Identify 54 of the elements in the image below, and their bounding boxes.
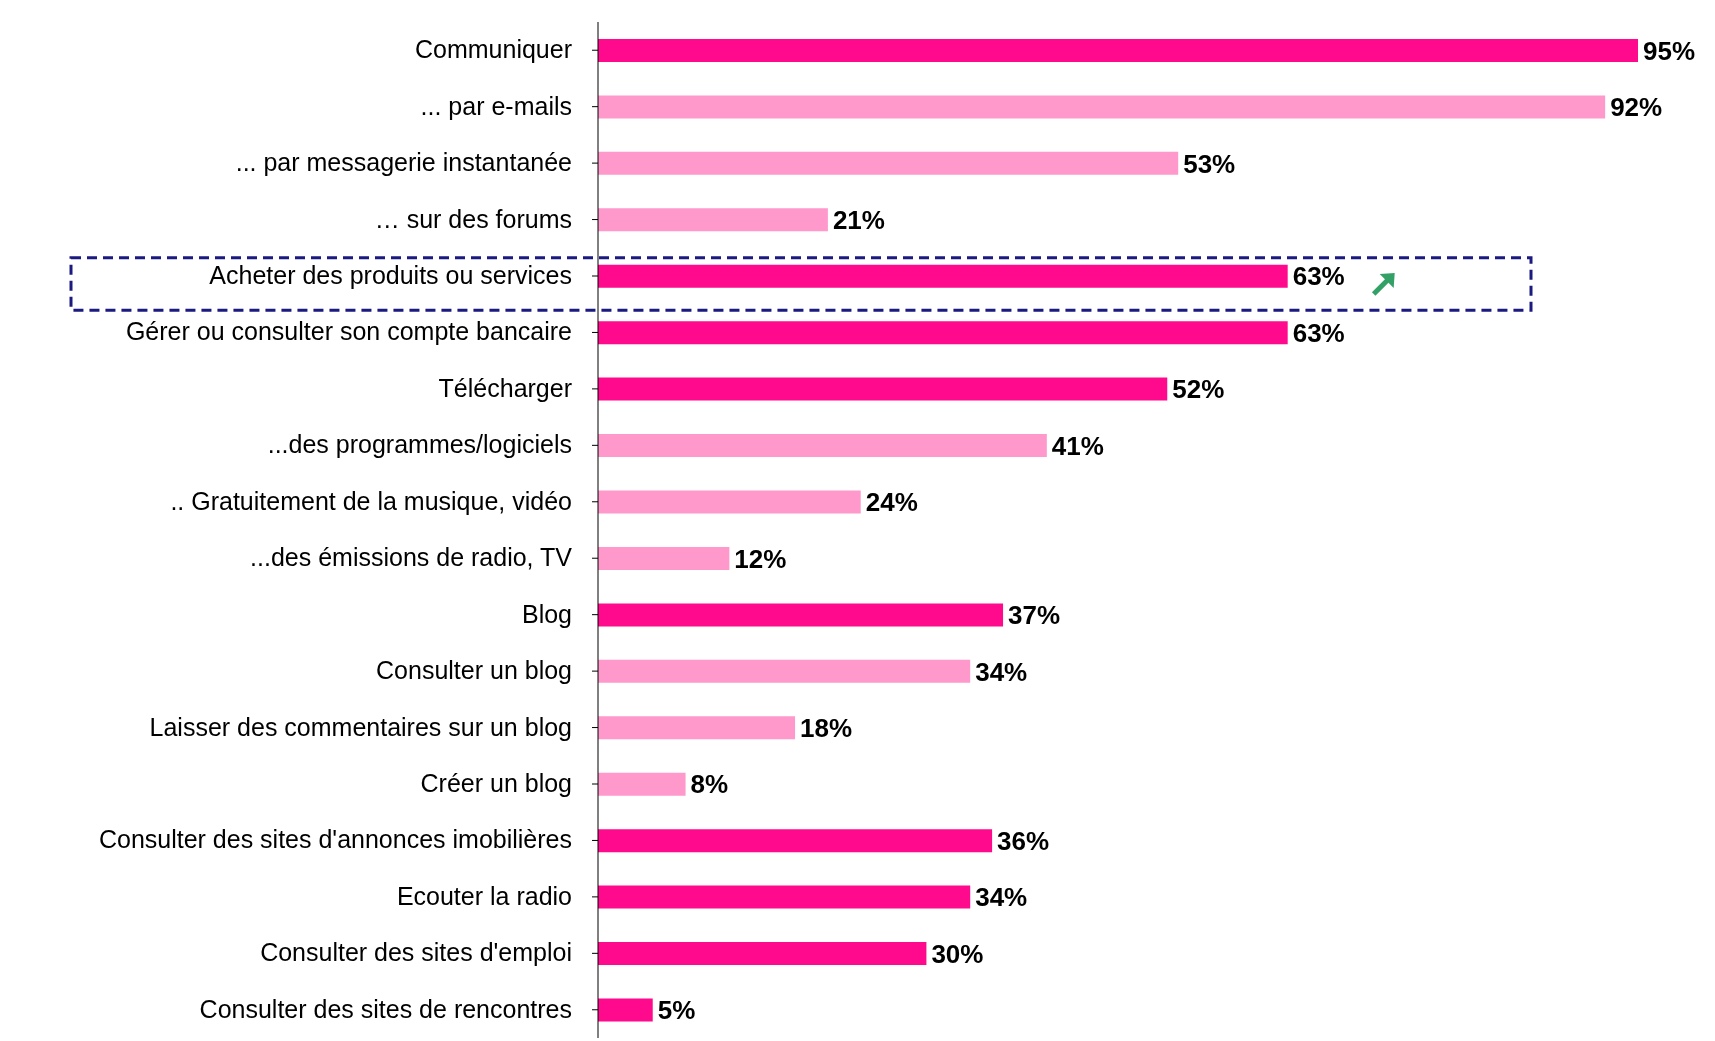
y-tick-label: Acheter des produits ou services [209,261,572,289]
y-tick-label: Blog [521,599,572,628]
bar [598,95,1606,119]
y-tick-label: .. Gratuitement de la musique, vidéo [170,486,572,515]
data-label: 92% [1610,92,1663,123]
bar [598,716,796,740]
bar [598,998,653,1022]
data-label: 41% [1051,430,1104,461]
data-label: 34% [975,656,1028,687]
y-tick-label: Communiquer [414,35,572,64]
y-tick-label: Télécharger [438,373,572,402]
bar [598,264,1288,288]
bar [598,772,686,796]
bar [598,377,1168,401]
data-label: 12% [734,543,787,574]
bar [598,434,1047,458]
data-label: 63% [1292,317,1345,348]
y-tick-label: Consulter des sites d'annonces imobilières [98,825,572,854]
y-tick-label: ...des programmes/logiciels [267,430,572,459]
y-tick-label: Ecouter la radio [396,881,572,910]
bar [598,38,1638,62]
data-label: 8% [690,769,729,800]
data-label: 36% [997,825,1050,856]
y-tick-label: ...des émissions de radio, TV [250,543,573,572]
data-label: 37% [1008,600,1061,631]
y-tick-label: Laisser des commentaires sur un blog [149,712,572,741]
bar [598,546,730,570]
bar [598,151,1179,175]
data-label: 30% [931,938,984,969]
bar [598,659,971,683]
y-tick-label: Consulter un blog [376,656,572,685]
y-tick-label: ... par messagerie instantanée [235,148,572,177]
data-label: 5% [657,995,696,1026]
y-tick-label: Consulter des sites de rencontres [199,994,572,1023]
data-label: 52% [1172,374,1225,405]
data-label: 53% [1183,148,1236,179]
data-label: 95% [1643,35,1696,66]
bar [598,829,993,853]
bar [598,603,1004,627]
y-tick-label: … sur des forums [374,204,572,233]
bar [598,885,971,909]
y-tick-label: ... par e-mails [420,91,572,120]
y-tick-label: Consulter des sites d'emploi [260,938,572,967]
y-tick-label: Gérer ou consulter son compte bancaire [125,317,572,346]
bar [598,321,1288,345]
bar [598,942,927,966]
data-label: 34% [975,882,1028,913]
bar [598,208,828,232]
data-label: 24% [865,487,918,518]
y-tick-label: Créer un blog [420,769,572,797]
bar [598,490,861,514]
data-label: 63% [1292,261,1345,292]
data-label: 21% [832,205,885,235]
data-label: 18% [800,713,853,743]
